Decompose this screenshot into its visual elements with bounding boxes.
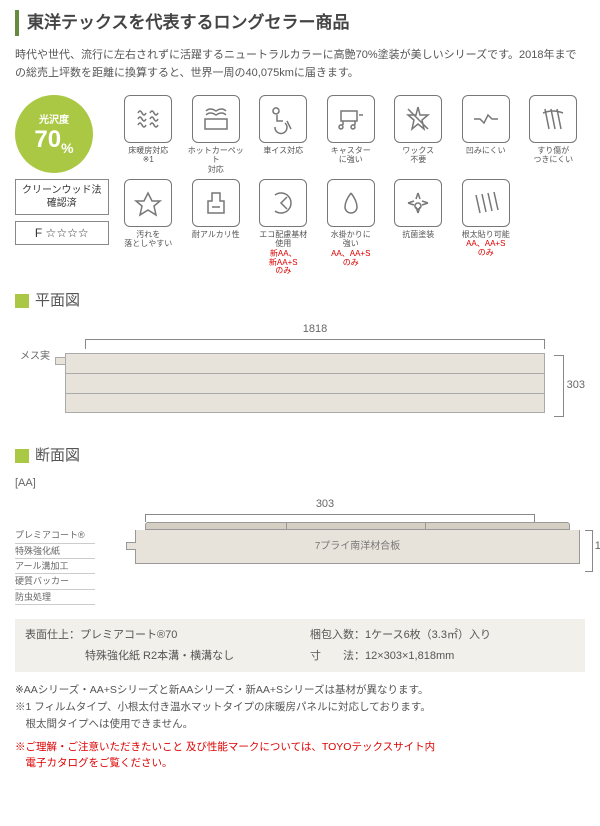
plan-board (65, 353, 545, 413)
plan-diagram: 1818 メス実 303 (15, 321, 585, 431)
cross-layer-label: 硬質バッカー (15, 574, 95, 589)
feature-icon-box (192, 179, 240, 227)
f-rating: F ☆☆☆☆ (15, 221, 109, 245)
feature-icon-label: 抗菌塗装 (387, 230, 451, 240)
feature-icon-box (327, 95, 375, 143)
section-marker (15, 449, 29, 463)
feature-icon-box (462, 179, 510, 227)
spec-dim: 寸 法：12×303×1,818mm (310, 648, 575, 665)
plan-width-label: 1818 (85, 321, 545, 338)
feature-icon-box (124, 95, 172, 143)
cross-layer-label: プレミアコート® (15, 528, 95, 543)
feature-icon-box (462, 95, 510, 143)
feature-icon-5: 凹みにくい (454, 95, 518, 175)
cross-title: 断面図 (35, 445, 80, 468)
feature-icon-8: 耐アルカリ性 (184, 179, 248, 277)
feature-icon-3: キャスター に強い (319, 95, 383, 175)
cross-width-bar (145, 514, 535, 522)
feature-icon-2: 車イス対応 (252, 95, 316, 175)
spec-finish: 表面仕上：プレミアコート®70 (25, 627, 290, 644)
feature-icon-label: エコ配慮基材 使用 (252, 230, 316, 249)
cross-layer-label: 特殊強化紙 (15, 544, 95, 559)
feature-icon-7: 汚れを 落としやすい (117, 179, 181, 277)
feature-icon-1: ホットカーペット 対応 (184, 95, 248, 175)
feature-icon-label: ホットカーペット 対応 (184, 146, 248, 175)
feature-icon-label: 床暖房対応 ※1 (117, 146, 181, 165)
feature-icon-box (394, 179, 442, 227)
section-marker (15, 294, 29, 308)
feature-icon-note: 新AA、 新AA+S のみ (252, 250, 316, 276)
note-1: ※AAシリーズ・AA+Sシリーズと新AAシリーズ・新AA+Sシリーズは基材が異な… (15, 682, 585, 699)
cross-section-diagram: [AA] 303 プレミアコート®特殊強化紙アール溝加工硬質バッカー防虫処理 7… (15, 475, 585, 605)
page-title: 東洋テックスを代表するロングセラー商品 (27, 10, 585, 36)
feature-icon-box (327, 179, 375, 227)
plan-mesu-label: メス実 (20, 349, 50, 364)
gloss-badge: 光沢度 70% (15, 95, 93, 173)
cross-layer-label: 防虫処理 (15, 590, 95, 605)
plan-height: 303 (554, 355, 585, 417)
plan-width-bar (85, 339, 545, 349)
cert-badge: クリーンウッド法 確認済 (15, 179, 109, 215)
feature-icon-box (192, 95, 240, 143)
spec-finish-sub: 特殊強化紙 R2本溝・横溝なし (25, 648, 290, 665)
feature-icon-6: すり傷が つきにくい (522, 95, 586, 175)
feature-icon-4: ワックス 不要 (387, 95, 451, 175)
cross-variant: [AA] (15, 475, 585, 492)
feature-icon-box (529, 95, 577, 143)
feature-icon-11: 抗菌塗装 (387, 179, 451, 277)
footnotes: ※AAシリーズ・AA+Sシリーズと新AAシリーズ・新AA+Sシリーズは基材が異な… (15, 682, 585, 772)
plan-title: 平面図 (35, 290, 80, 313)
feature-icon-label: 凹みにくい (454, 146, 518, 156)
feature-icon-box (259, 95, 307, 143)
cross-diagram-body: 7プライ南洋材合板 12 (95, 522, 585, 582)
spec-table: 表面仕上：プレミアコート®70 梱包入数：1ケース6枚（3.3㎡）入り 特殊強化… (15, 619, 585, 672)
feature-icon-box (124, 179, 172, 227)
cross-layer-labels: プレミアコート®特殊強化紙アール溝加工硬質バッカー防虫処理 (15, 522, 95, 605)
left-badges: 光沢度 70% クリーンウッド法 確認済 F ☆☆☆☆ (15, 95, 109, 276)
cross-section-head: 断面図 (15, 445, 585, 468)
feature-icon-label: ワックス 不要 (387, 146, 451, 165)
cross-core: 7プライ南洋材合板 12 (135, 530, 580, 564)
feature-icon-box (394, 95, 442, 143)
gloss-value: 70% (34, 128, 73, 155)
feature-icon-label: 根太貼り可能 (454, 230, 518, 240)
title-bar: 東洋テックスを代表するロングセラー商品 (15, 10, 585, 36)
badges-row: 光沢度 70% クリーンウッド法 確認済 F ☆☆☆☆ 床暖房対応 ※1ホットカ… (15, 95, 585, 276)
note-2: ※1 フィルムタイプ、小根太付き温水マットタイプの床暖房パネルに対応しております… (15, 699, 585, 733)
cross-top-layer (145, 522, 570, 530)
cross-width-label: 303 (115, 496, 535, 513)
feature-icon-9: エコ配慮基材 使用新AA、 新AA+S のみ (252, 179, 316, 277)
feature-icons-grid: 床暖房対応 ※1ホットカーペット 対応車イス対応キャスター に強いワックス 不要… (117, 95, 586, 276)
cross-layer-label: アール溝加工 (15, 559, 95, 574)
feature-icon-0: 床暖房対応 ※1 (117, 95, 181, 175)
feature-icon-label: すり傷が つきにくい (522, 146, 586, 165)
feature-icon-note: AA、AA+S のみ (454, 240, 518, 258)
feature-icon-label: 車イス対応 (252, 146, 316, 156)
description: 時代や世代、流行に左右されずに活躍するニュートラルカラーに高艶70%塗装が美しい… (15, 46, 585, 83)
feature-icon-label: キャスター に強い (319, 146, 383, 165)
plan-groove (55, 357, 65, 365)
feature-icon-10: 水掛かりに 強いAA、AA+S のみ (319, 179, 383, 277)
feature-icon-label: 汚れを 落としやすい (117, 230, 181, 249)
note-3: ※ご理解・ご注意いただきたいこと 及び性能マークについては、TOYOテックスサイ… (15, 739, 585, 773)
feature-icon-12: 根太貼り可能AA、AA+S のみ (454, 179, 518, 277)
spec-pack: 梱包入数：1ケース6枚（3.3㎡）入り (310, 627, 575, 644)
feature-icon-box (259, 179, 307, 227)
plan-section-head: 平面図 (15, 290, 585, 313)
feature-icon-note: AA、AA+S のみ (319, 250, 383, 268)
feature-icon-label: 水掛かりに 強い (319, 230, 383, 249)
feature-icon-label: 耐アルカリ性 (184, 230, 248, 240)
